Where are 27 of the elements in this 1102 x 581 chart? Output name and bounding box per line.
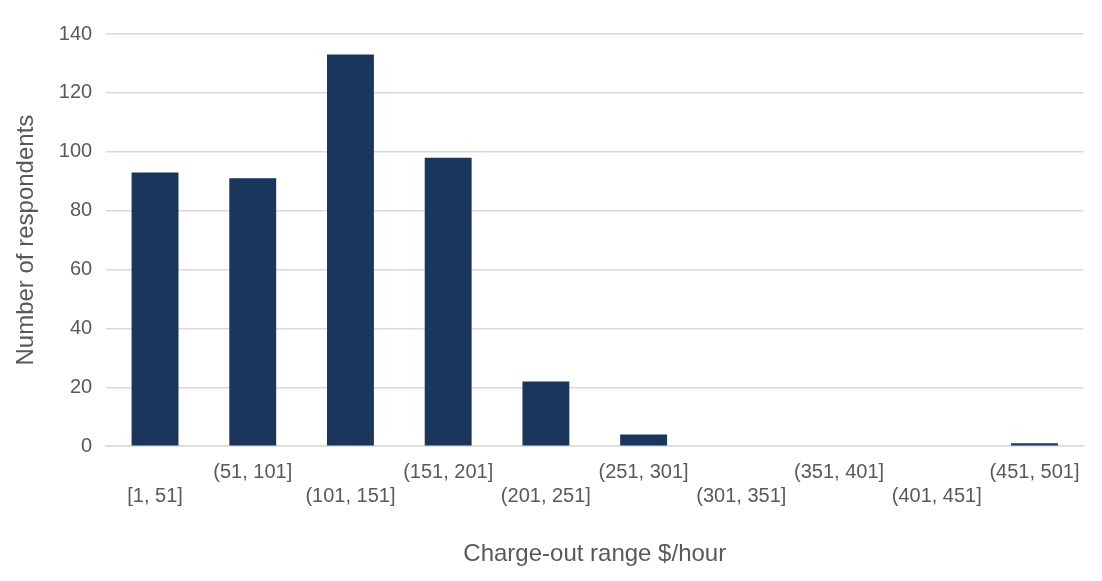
- bar: [1011, 443, 1058, 446]
- x-tick-label: (251, 301]: [598, 459, 689, 482]
- y-tick-label: 80: [69, 198, 93, 221]
- y-axis-title: Number of respondents: [11, 114, 39, 366]
- bar: [522, 381, 570, 446]
- x-tick-label: [1, 51]: [127, 483, 183, 506]
- x-axis-title: Charge-out range $/hour: [463, 539, 727, 567]
- bar: [620, 434, 668, 446]
- y-tick-label: 0: [81, 433, 93, 456]
- x-tick-label: (151, 201]: [403, 459, 494, 482]
- y-tick-label: 20: [69, 374, 93, 397]
- y-tick-label: 60: [69, 257, 93, 280]
- bar: [424, 157, 472, 446]
- x-tick-label: (401, 451]: [891, 483, 982, 506]
- x-tick-label: (201, 251]: [500, 483, 591, 506]
- bar: [327, 54, 374, 446]
- x-tick-label: (51, 101]: [213, 459, 293, 482]
- y-tick-label: 40: [69, 315, 93, 338]
- x-tick-label: (301, 351]: [696, 483, 787, 506]
- y-tick-label: 100: [58, 139, 93, 162]
- bar: [229, 178, 277, 446]
- x-tick-label: (451, 501]: [989, 459, 1080, 482]
- y-tick-label: 120: [58, 80, 93, 103]
- x-tick-label: (101, 151]: [305, 483, 396, 506]
- bar: [131, 172, 179, 446]
- y-tick-label: 140: [58, 21, 93, 44]
- x-tick-label: (351, 401]: [794, 459, 885, 482]
